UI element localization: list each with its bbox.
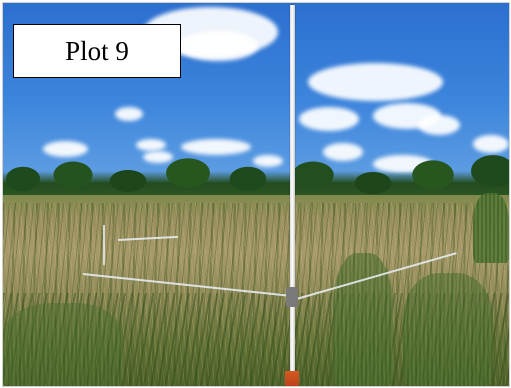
cloud [115, 107, 143, 121]
pole-bracket [286, 287, 298, 307]
shrub [403, 273, 493, 386]
plot-label: Plot 9 [65, 35, 129, 66]
transect-line [103, 225, 123, 265]
shrub [3, 303, 123, 386]
pole-base [285, 371, 299, 386]
cloud [473, 135, 509, 153]
cloud [308, 63, 443, 101]
cloud [136, 139, 166, 151]
plot-label-box: Plot 9 [13, 24, 181, 78]
survey-pole [290, 5, 295, 386]
cloud [418, 115, 460, 135]
cloud [299, 107, 359, 131]
cloud [181, 139, 251, 155]
cloud [178, 31, 258, 61]
shrub [473, 193, 509, 263]
